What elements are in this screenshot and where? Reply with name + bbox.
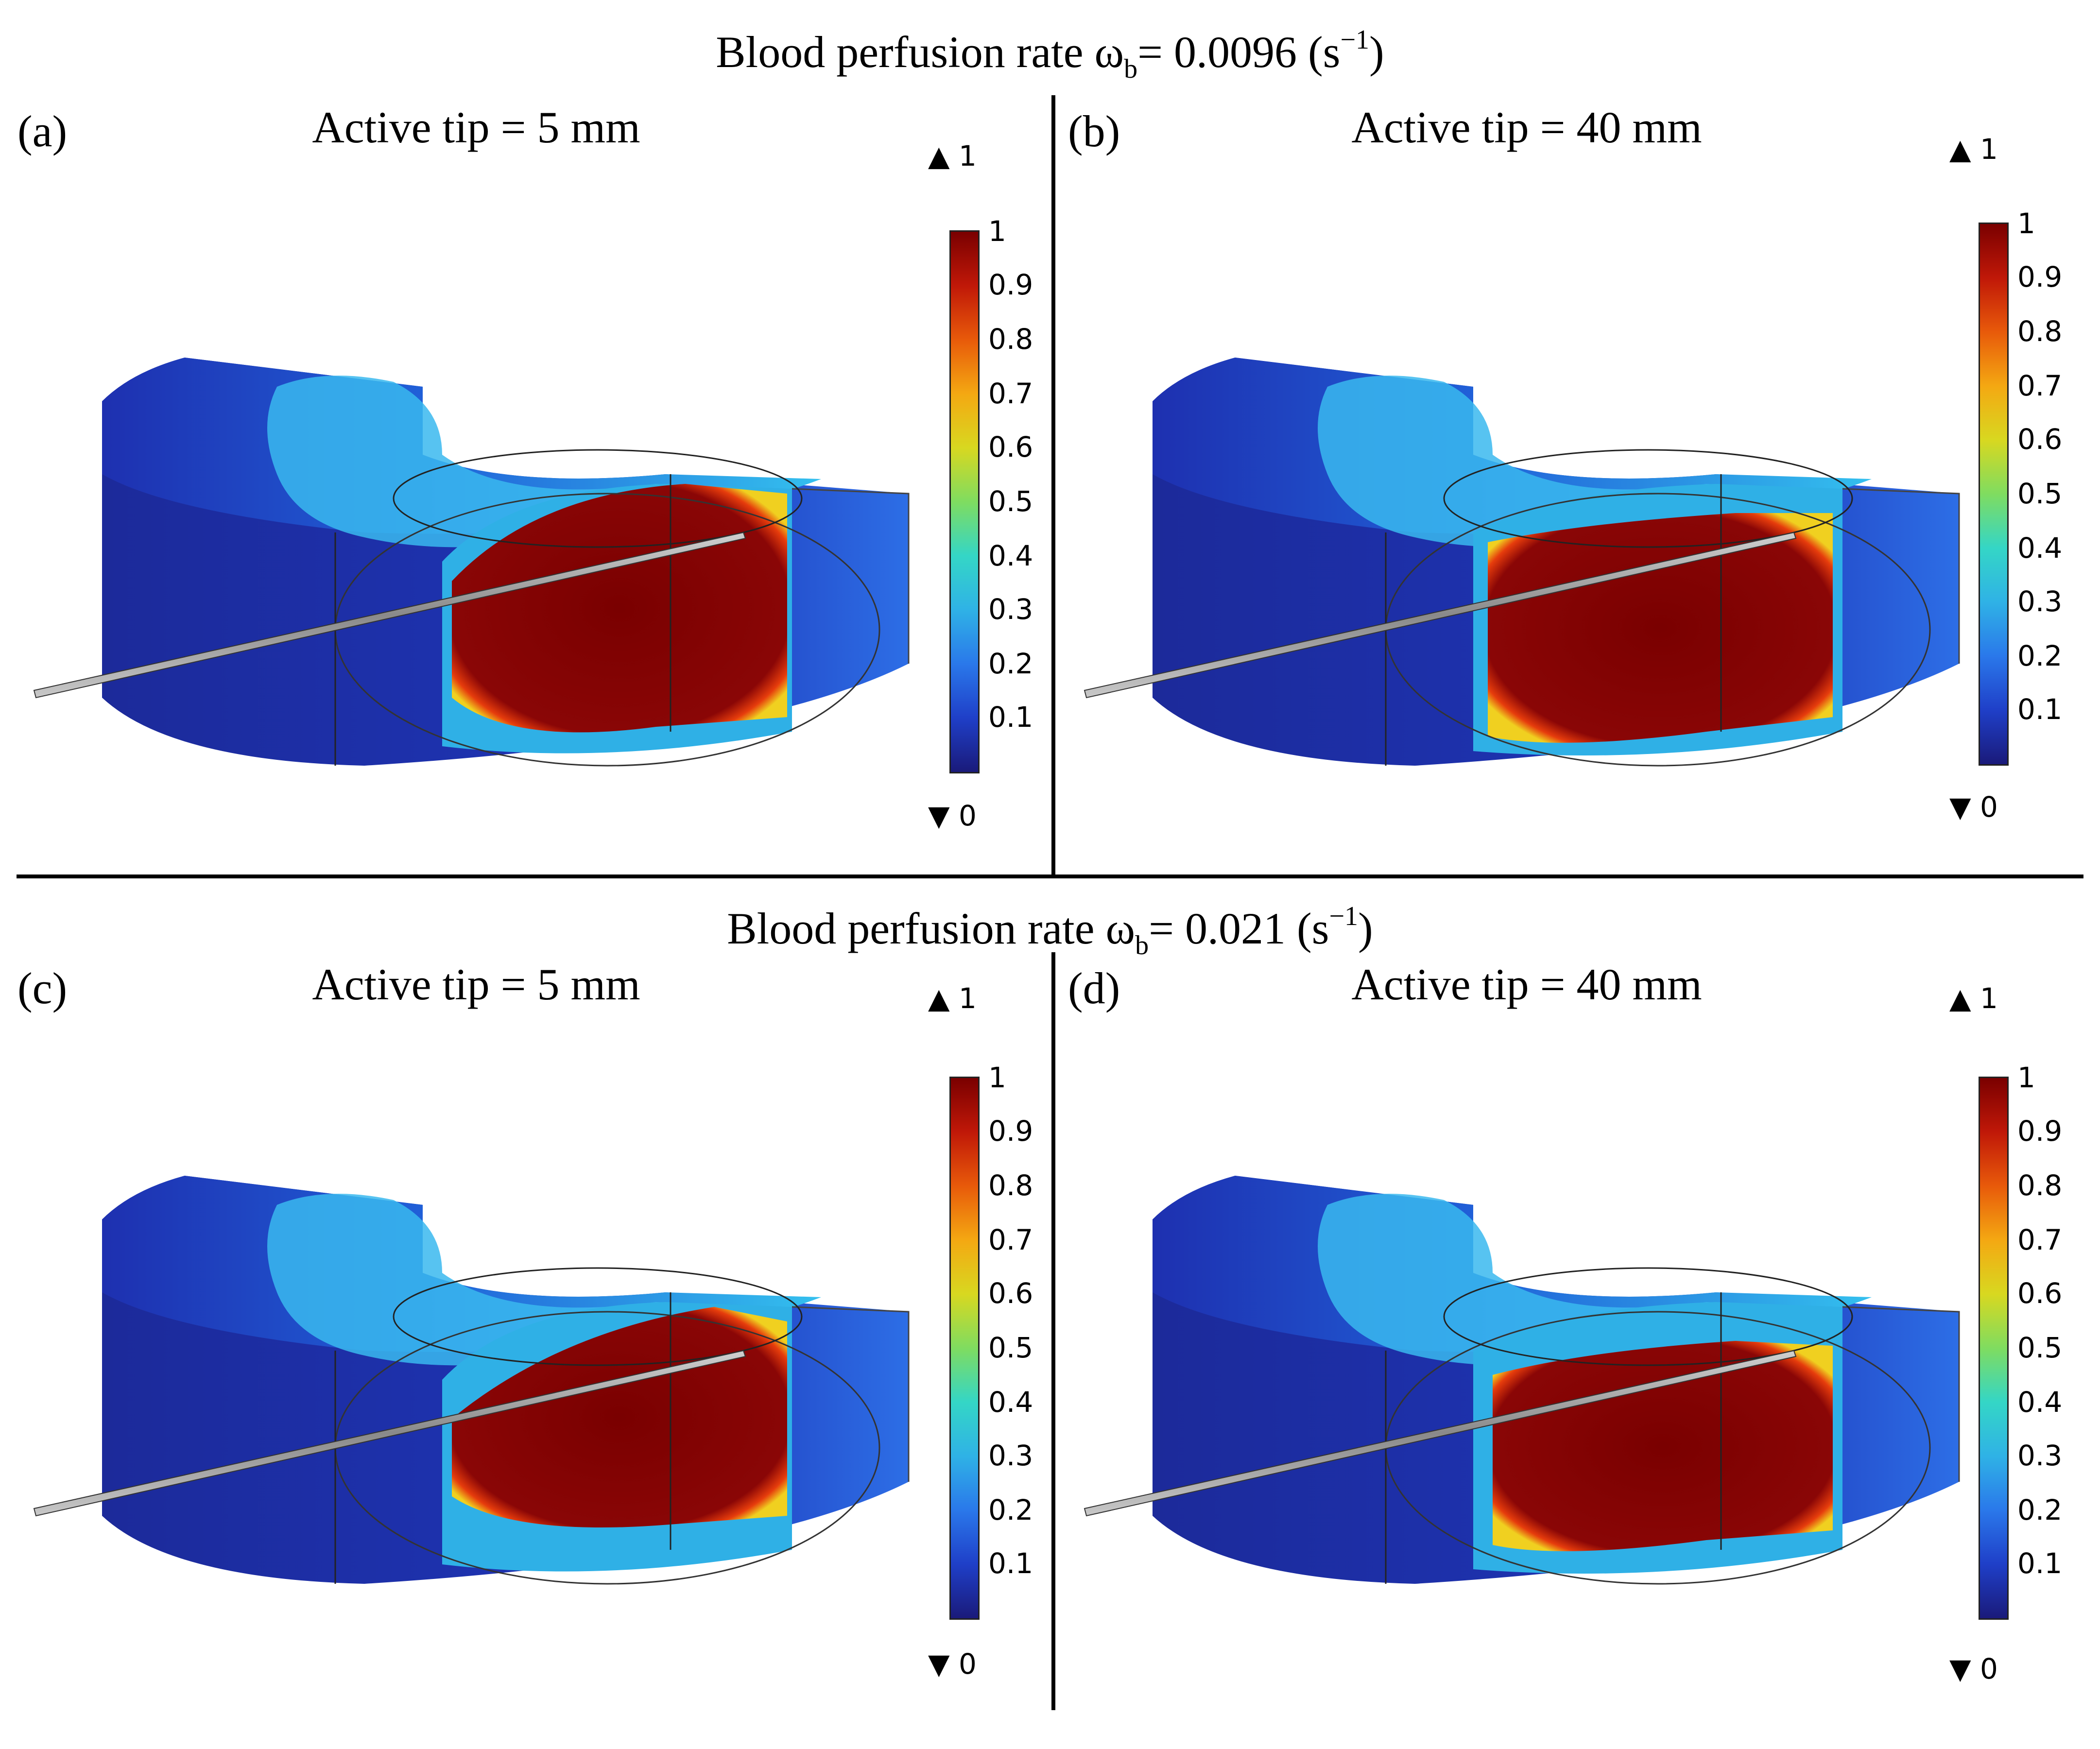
tissue-model-diagram [33, 1176, 910, 1585]
panel-title: Active tip = 40 mm [1351, 960, 1702, 1009]
ablation-zone [1488, 513, 1833, 743]
tissue-model-diagram [1084, 1176, 1960, 1585]
tissue-model-diagram [33, 358, 910, 767]
section-title-top: Blood perfusion rate ωb= 0.0096 (s−1) [716, 25, 1384, 84]
colorbar-tick: 0.7 [988, 1223, 1033, 1256]
colorbar-tick: 0.6 [988, 1277, 1033, 1310]
needle [33, 532, 746, 699]
panel-a: (a) Active tip = 5 mm ▲ 1 1 0.9 0.8 0.7 … [0, 95, 1050, 892]
colorbar-tick: 0.8 [2017, 1169, 2063, 1202]
colorbar-tick: 0.2 [2017, 1493, 2063, 1526]
colorbar-tick: 0.4 [988, 1386, 1033, 1419]
panel-title: Active tip = 5 mm [312, 960, 640, 1009]
colorbar-max-label: ▲ 1 [928, 139, 977, 172]
colorbar-max-label: ▲ 1 [928, 982, 977, 1015]
colorbar-tick: 0.7 [2017, 1223, 2063, 1256]
colorbar-tick: 1 [2017, 207, 2035, 240]
colorbar-tick: 0.5 [988, 1331, 1033, 1364]
colorbar-tick: 0.1 [2017, 1547, 2063, 1580]
colorbar-tick: 0.6 [2017, 1277, 2063, 1310]
colorbar-tick: 0.3 [2017, 585, 2063, 618]
colorbar-tick: 0.2 [988, 647, 1033, 680]
panel-title: Active tip = 5 mm [312, 103, 640, 152]
colorbar-tick: 0.1 [988, 1547, 1033, 1580]
colorbar [949, 230, 980, 773]
colorbar-tick: 0.3 [988, 1439, 1033, 1472]
colorbar [1979, 1077, 2009, 1620]
colorbar [949, 1077, 980, 1620]
vertical-divider-bottom [1051, 952, 1055, 1710]
colorbar-max-label: ▲ 1 [1949, 982, 1998, 1015]
colorbar-tick: 0.7 [988, 377, 1033, 410]
vertical-divider-top [1051, 95, 1055, 874]
colorbar-tick: 0.9 [2017, 1115, 2063, 1148]
colorbar-tick: 0.1 [2017, 693, 2063, 726]
colorbar-tick: 0.3 [2017, 1439, 2063, 1472]
colorbar-tick: 1 [2017, 1061, 2035, 1094]
colorbar-max-label: ▲ 1 [1949, 133, 1998, 166]
panel-title: Active tip = 40 mm [1351, 103, 1702, 152]
panel-label: (b) [1068, 106, 1120, 156]
horizontal-divider [17, 874, 2083, 878]
colorbar-min-label: ▼ 0 [1949, 1652, 1998, 1685]
colorbar-tick: 1 [988, 215, 1006, 248]
colorbar-tick: 0.1 [988, 701, 1033, 734]
colorbar-tick: 0.9 [2017, 260, 2063, 293]
colorbar-tick: 0.2 [988, 1493, 1033, 1526]
colorbar-tick: 0.4 [2017, 532, 2063, 565]
colorbar-tick: 0.5 [988, 485, 1033, 518]
colorbar-tick: 0.7 [2017, 369, 2063, 402]
colorbar-tick: 0.8 [988, 1169, 1033, 1202]
colorbar-tick: 0.9 [988, 1115, 1033, 1148]
colorbar-tick: 0.6 [988, 430, 1033, 463]
colorbar-min-label: ▼ 0 [928, 799, 977, 832]
ablation-zone [1493, 1341, 1833, 1551]
colorbar-tick: 0.5 [2017, 1331, 2063, 1364]
section-title-bottom: Blood perfusion rate ωb= 0.021 (s−1) [727, 901, 1373, 960]
panel-label: (a) [17, 106, 68, 156]
panel-b: (b) Active tip = 40 mm ▲ 1 1 0.9 0.8 0.7… [1050, 95, 2100, 892]
panel-c: (c) Active tip = 5 mm ▲ 1 1 0.9 0.8 0.7 … [0, 952, 1050, 1749]
panel-label: (d) [1068, 963, 1120, 1013]
colorbar-min-label: ▼ 0 [928, 1647, 977, 1680]
colorbar-tick: 0.8 [2017, 315, 2063, 348]
colorbar [1979, 223, 2009, 766]
colorbar-min-label: ▼ 0 [1949, 790, 1998, 823]
colorbar-tick: 0.3 [988, 593, 1033, 626]
colorbar-tick: 0.9 [988, 268, 1033, 301]
panel-label: (c) [17, 963, 68, 1013]
colorbar-tick: 0.5 [2017, 477, 2063, 510]
colorbar-tick: 0.4 [2017, 1386, 2063, 1419]
colorbar-tick: 0.8 [988, 323, 1033, 356]
tissue-model-diagram [1084, 358, 1960, 767]
colorbar-tick: 0.6 [2017, 423, 2063, 456]
colorbar-tick: 0.2 [2017, 639, 2063, 672]
colorbar-tick: 0.4 [988, 539, 1033, 572]
panel-d: (d) Active tip = 40 mm ▲ 1 1 0.9 0.8 0.7… [1050, 952, 2100, 1749]
colorbar-tick: 1 [988, 1061, 1006, 1094]
